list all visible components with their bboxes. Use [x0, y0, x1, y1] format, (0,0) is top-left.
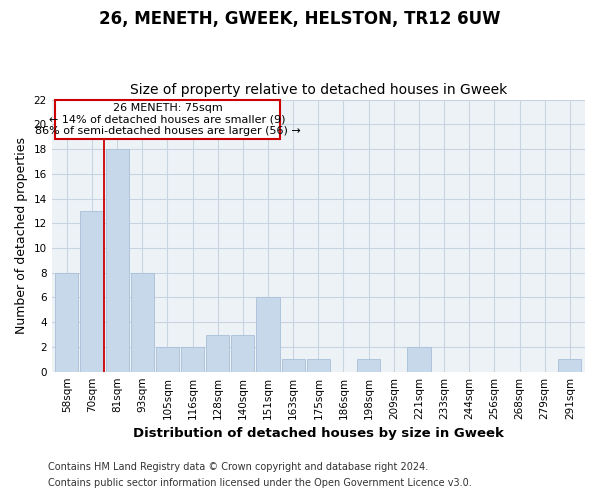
- Y-axis label: Number of detached properties: Number of detached properties: [15, 137, 28, 334]
- Bar: [181, 347, 204, 372]
- Bar: [131, 272, 154, 372]
- Bar: [55, 272, 79, 372]
- Bar: [206, 334, 229, 372]
- Text: Contains HM Land Registry data © Crown copyright and database right 2024.: Contains HM Land Registry data © Crown c…: [48, 462, 428, 472]
- Text: Contains public sector information licensed under the Open Government Licence v3: Contains public sector information licen…: [48, 478, 472, 488]
- Bar: [156, 347, 179, 372]
- X-axis label: Distribution of detached houses by size in Gweek: Distribution of detached houses by size …: [133, 427, 504, 440]
- Bar: [307, 360, 330, 372]
- FancyBboxPatch shape: [55, 100, 280, 138]
- Bar: [281, 360, 305, 372]
- Bar: [231, 334, 254, 372]
- Bar: [407, 347, 431, 372]
- Text: ← 14% of detached houses are smaller (9): ← 14% of detached houses are smaller (9): [49, 114, 286, 124]
- Text: 86% of semi-detached houses are larger (56) →: 86% of semi-detached houses are larger (…: [35, 126, 300, 136]
- Text: 26 MENETH: 75sqm: 26 MENETH: 75sqm: [113, 103, 222, 113]
- Title: Size of property relative to detached houses in Gweek: Size of property relative to detached ho…: [130, 83, 507, 97]
- Bar: [357, 360, 380, 372]
- Bar: [559, 360, 581, 372]
- Bar: [106, 149, 128, 372]
- Bar: [80, 211, 103, 372]
- Bar: [256, 298, 280, 372]
- Text: 26, MENETH, GWEEK, HELSTON, TR12 6UW: 26, MENETH, GWEEK, HELSTON, TR12 6UW: [99, 10, 501, 28]
